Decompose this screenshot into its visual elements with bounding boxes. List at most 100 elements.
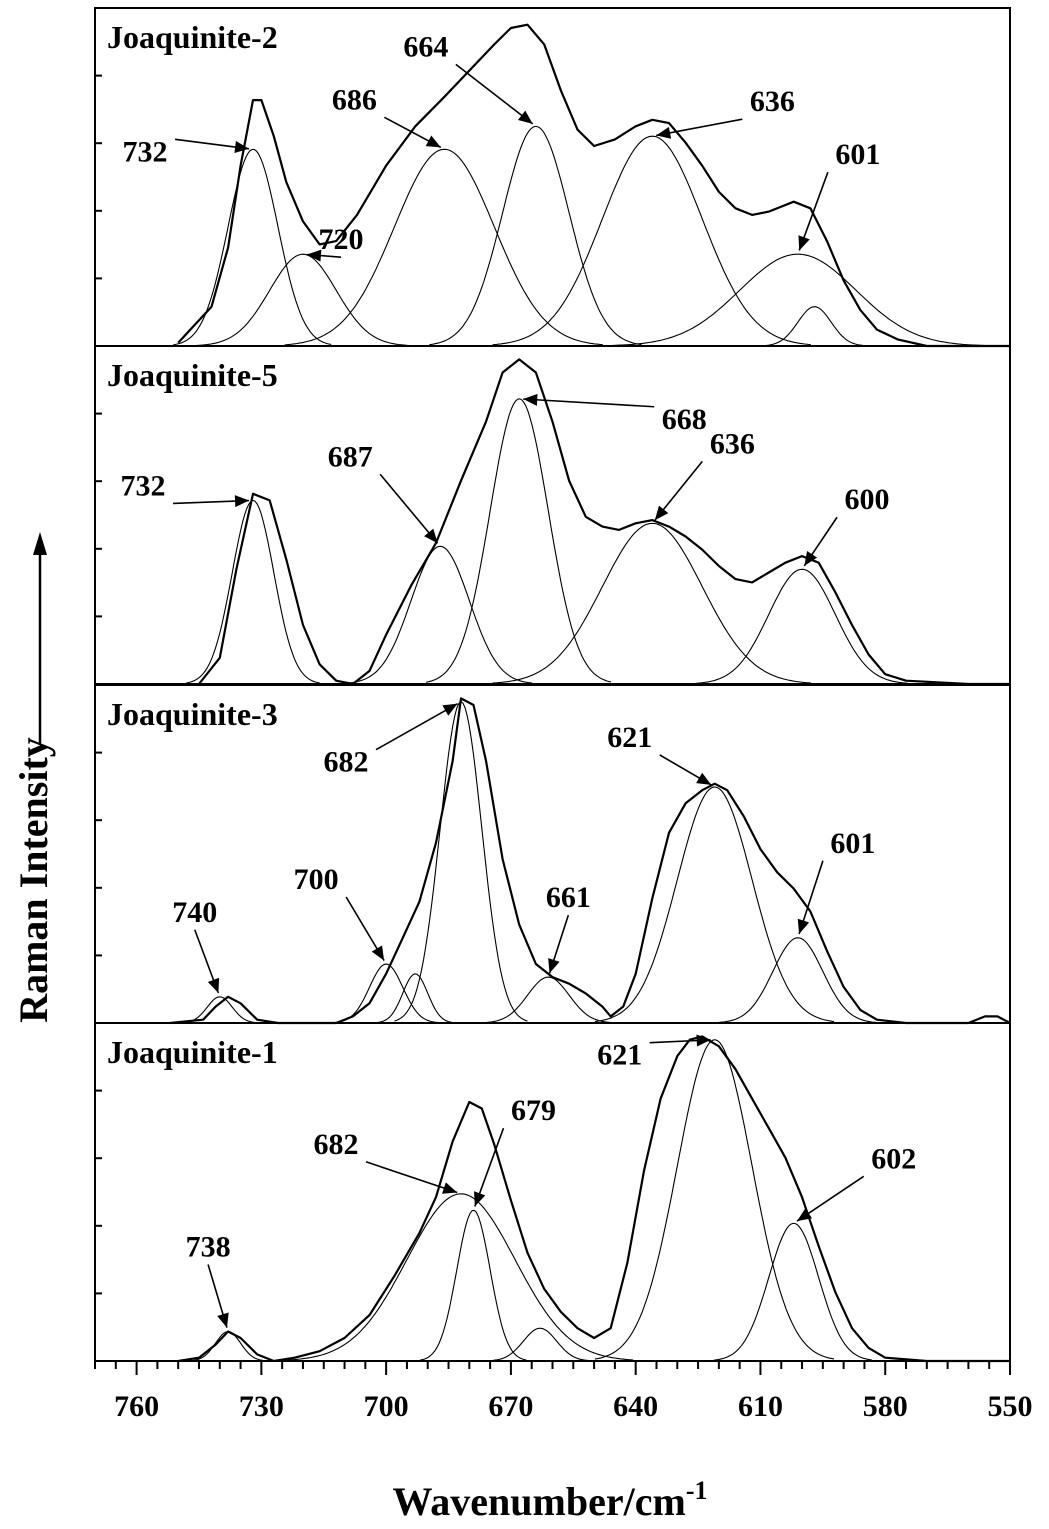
annotation-arrow-head	[217, 1312, 229, 1328]
x-axis-label-superscript: -1	[686, 1476, 708, 1505]
panels-layer: Joaquinite-2732720686664636601Joaquinite…	[94, 7, 1011, 1363]
annotation-732: 732	[121, 469, 250, 508]
annotation-686: 686	[332, 83, 442, 149]
annotation-arrow-line	[375, 702, 458, 751]
annotation-732: 732	[123, 135, 250, 168]
annotation-arrow-line	[365, 1161, 458, 1194]
component-peak-602	[713, 1222, 872, 1361]
component-peak-601	[611, 253, 984, 347]
panel-title: Joaquinite-2	[107, 19, 278, 55]
annotation-700: 700	[294, 863, 385, 961]
annotation-738: 738	[186, 1230, 231, 1328]
annotation-682: 682	[324, 702, 458, 779]
annotation-arrow-line	[455, 63, 534, 125]
panel-title: Joaquinite-5	[107, 357, 278, 393]
annotation-arrow-line	[523, 398, 655, 408]
panel-title: Joaquinite-3	[107, 696, 278, 732]
annotation-arrow-head	[207, 977, 220, 994]
annotation-label: 664	[403, 30, 448, 63]
annotation-label: 636	[710, 427, 755, 460]
annotation-arrow-line	[656, 118, 743, 137]
annotation-arrow-head	[234, 141, 250, 153]
annotation-label: 682	[314, 1128, 359, 1161]
x-tick-label-730: 730	[239, 1390, 284, 1423]
component-peak-732	[186, 499, 320, 684]
x-tick-label-670: 670	[488, 1390, 533, 1423]
panel-title: Joaquinite-1	[107, 1034, 278, 1070]
annotation-label: 720	[318, 223, 363, 256]
x-axis-label: Wavenumber/cm-1	[393, 1476, 708, 1524]
component-peak-732	[173, 148, 332, 346]
annotation-label: 621	[597, 1039, 642, 1072]
annotation-arrow-head	[696, 1034, 711, 1047]
annotation-601: 601	[798, 138, 880, 251]
annotation-668: 668	[523, 393, 707, 436]
annotation-label: 602	[871, 1142, 916, 1175]
y-axis-arrow	[33, 532, 47, 745]
x-tick-label-610: 610	[738, 1390, 783, 1423]
annotation-arrow-head	[548, 958, 560, 974]
x-axis-label-main: Wavenumber/cm	[393, 1479, 686, 1524]
annotation-679: 679	[474, 1094, 556, 1207]
component-peak-686	[284, 148, 603, 346]
component-peak-663	[486, 1327, 593, 1362]
annotation-arrow-head	[797, 918, 810, 934]
component-peak-600	[695, 568, 908, 684]
annotation-720: 720	[306, 223, 363, 262]
annotation-636: 636	[654, 427, 755, 521]
annotation-621: 621	[597, 1034, 711, 1072]
annotation-label: 740	[172, 896, 217, 929]
annotation-label: 600	[845, 483, 890, 516]
annotation-label: 687	[328, 440, 373, 473]
annotation-arrow-head	[797, 1208, 813, 1222]
annotation-arrow-head	[425, 135, 441, 148]
annotation-label: 679	[511, 1094, 556, 1127]
component-peak-601	[717, 937, 877, 1024]
annotation-label: 636	[750, 85, 795, 118]
annotation-label: 668	[662, 403, 707, 436]
component-peak-682	[394, 701, 528, 1022]
annotation-label: 732	[123, 135, 168, 168]
x-tick-label-760: 760	[114, 1390, 159, 1423]
annotation-label: 700	[294, 863, 339, 896]
component-peak-720	[196, 253, 409, 347]
annotation-arrow-head	[804, 550, 818, 566]
annotation-636: 636	[656, 85, 795, 139]
component-peak-661	[481, 976, 615, 1024]
component-peak-621	[594, 786, 835, 1023]
annotation-label: 661	[546, 881, 591, 914]
panel-joaquinite-3: Joaquinite-3 740 700 682 661 621 601	[94, 684, 1011, 1025]
annotation-label: 621	[607, 721, 652, 754]
annotation-arrow-head	[442, 1182, 458, 1194]
annotation-label: 601	[830, 827, 875, 860]
panel-frame	[94, 7, 1011, 347]
panel-joaquinite-1: Joaquinite-1 738 682 679 621 602	[94, 1022, 1011, 1363]
component-peak-682	[287, 1193, 634, 1361]
annotation-arrow-head	[474, 1191, 486, 1207]
annotation-label: 738	[186, 1230, 231, 1263]
annotation-687: 687	[328, 440, 439, 544]
x-tick-label-550: 550	[988, 1390, 1033, 1423]
annotation-601: 601	[797, 827, 875, 935]
component-peak-597	[761, 306, 868, 347]
annotation-664: 664	[403, 30, 534, 125]
annotation-label: 601	[835, 138, 880, 171]
annotation-arrow-head	[523, 393, 538, 406]
annotation-label: 682	[324, 746, 369, 779]
annotation-arrow-head	[798, 235, 810, 251]
annotation-arrow-head	[424, 528, 438, 544]
envelope-spectrum	[178, 1035, 1010, 1363]
annotation-661: 661	[546, 881, 591, 974]
panel-frame	[94, 1022, 1011, 1362]
x-axis: 760 730 700 670 640 610 580 550	[94, 1361, 1033, 1423]
envelope-spectrum	[198, 358, 1010, 686]
annotation-arrow-head	[234, 495, 250, 508]
annotation-label: 686	[332, 83, 377, 116]
annotation-arrow-head	[442, 703, 458, 716]
annotation-740: 740	[172, 896, 220, 994]
component-peak-621	[594, 1039, 835, 1360]
component-peak-636	[492, 135, 811, 346]
component-peak-693	[375, 973, 455, 1024]
annotation-arrow-head	[306, 249, 322, 262]
